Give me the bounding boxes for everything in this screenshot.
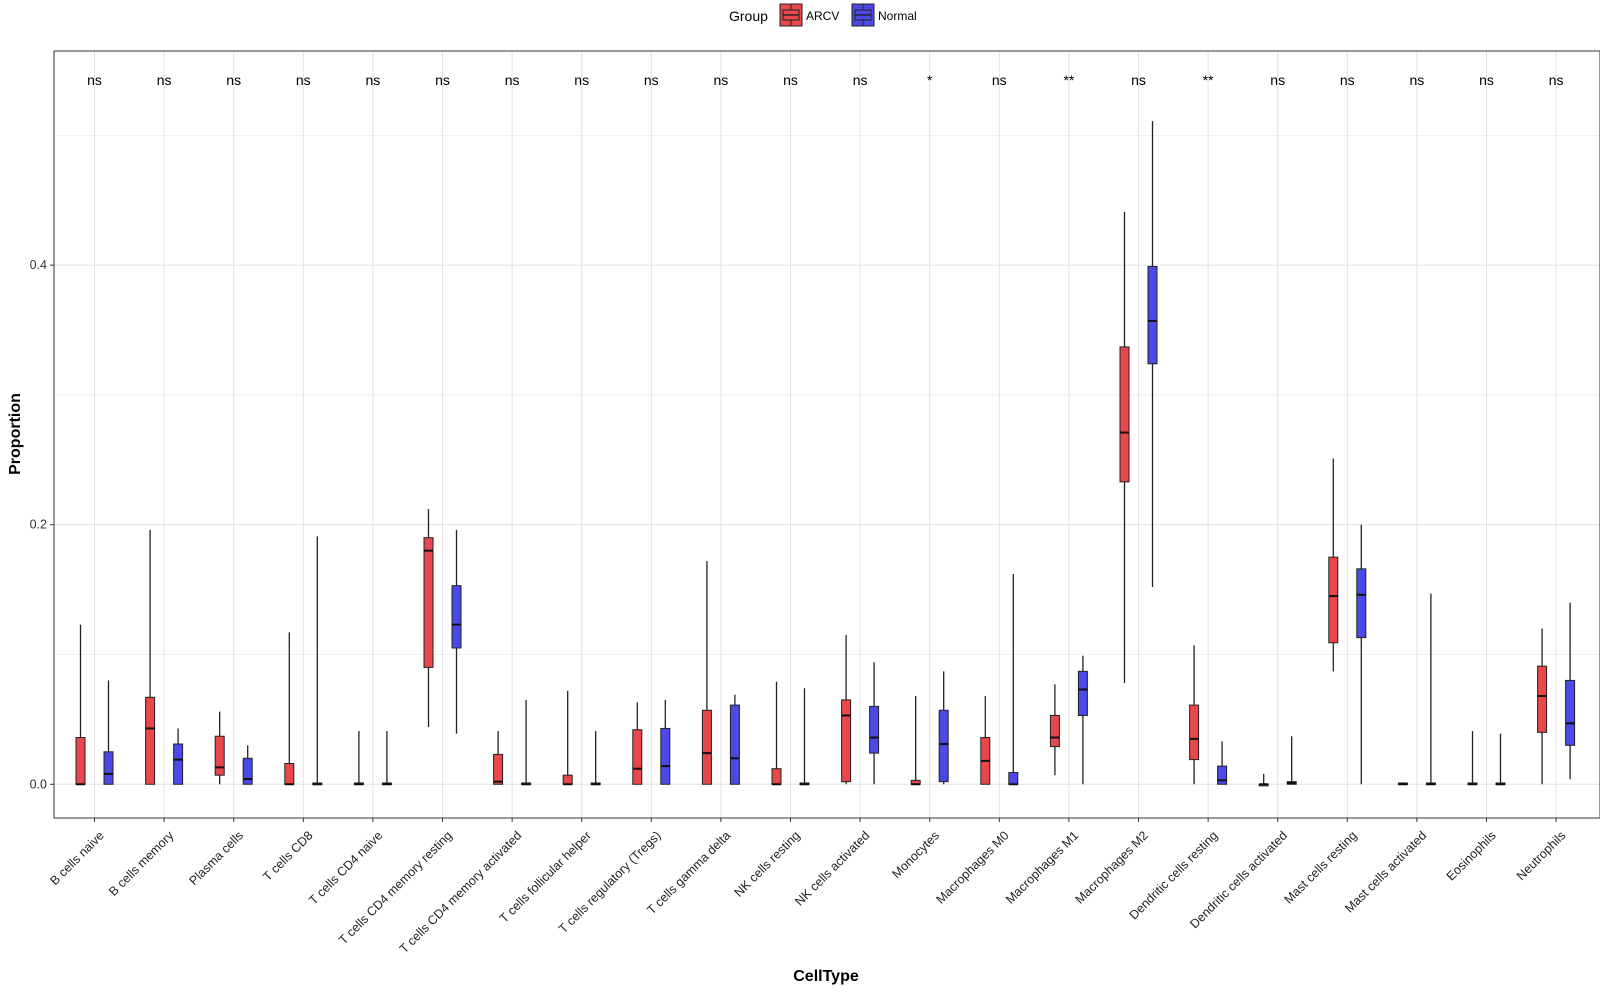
x-tick-label: Plasma cells bbox=[187, 828, 247, 888]
box bbox=[451, 585, 462, 649]
box bbox=[284, 762, 295, 785]
x-tick-label: T cells CD8 bbox=[260, 828, 315, 883]
significance-label: ns bbox=[783, 72, 798, 88]
box bbox=[75, 737, 86, 785]
significance-label: ns bbox=[1131, 72, 1146, 88]
legend-item-arcv: ARCV bbox=[779, 3, 839, 27]
legend-label: Normal bbox=[878, 9, 917, 23]
y-tick-label: 0.0 bbox=[30, 777, 47, 791]
box bbox=[423, 537, 434, 668]
box bbox=[701, 709, 712, 785]
x-tick-label: NK cells resting bbox=[732, 828, 803, 899]
plot-border bbox=[53, 50, 1600, 819]
significance-label: ns bbox=[1479, 72, 1494, 88]
x-tick-label: T cells CD4 memory activated bbox=[397, 828, 525, 956]
x-tick-label: Mast cells resting bbox=[1281, 828, 1359, 906]
gridlines bbox=[54, 51, 1600, 818]
box bbox=[173, 743, 184, 785]
box bbox=[660, 727, 671, 785]
significance-label: ns bbox=[992, 72, 1007, 88]
significance-label: ns bbox=[1340, 72, 1355, 88]
series-normal bbox=[103, 121, 1576, 786]
box bbox=[771, 768, 782, 785]
box bbox=[1077, 670, 1088, 716]
box bbox=[1008, 772, 1019, 785]
box bbox=[1565, 679, 1576, 746]
significance-label: ** bbox=[1203, 72, 1214, 88]
box bbox=[1119, 346, 1130, 483]
x-tick-label: B cells naive bbox=[47, 828, 107, 888]
box bbox=[1328, 556, 1339, 644]
box bbox=[632, 729, 643, 785]
box bbox=[869, 705, 880, 754]
x-tick-label: NK cells activated bbox=[792, 828, 872, 908]
x-tick-label: Macrophages M2 bbox=[1073, 828, 1151, 906]
significance-label: ns bbox=[505, 72, 520, 88]
x-tick-label: Eosinophils bbox=[1444, 828, 1499, 883]
box bbox=[1356, 568, 1367, 639]
box bbox=[242, 757, 253, 785]
box bbox=[1147, 265, 1158, 365]
x-tick-label: Monocytes bbox=[889, 828, 942, 881]
box-series bbox=[75, 121, 1576, 787]
box bbox=[1049, 714, 1060, 748]
significance-label: * bbox=[927, 72, 933, 88]
box bbox=[841, 699, 852, 783]
series-arcv bbox=[75, 211, 1548, 787]
box bbox=[145, 696, 156, 785]
significance-label: ns bbox=[435, 72, 450, 88]
y-tick-label: 0.4 bbox=[30, 258, 47, 272]
box bbox=[729, 704, 740, 785]
box bbox=[562, 774, 573, 785]
legend: Group ARCV Normal bbox=[729, 3, 917, 27]
box bbox=[1537, 665, 1548, 733]
significance-label: ns bbox=[366, 72, 381, 88]
x-tick-label: T cells CD4 memory resting bbox=[336, 828, 455, 947]
x-tick-label: B cells memory bbox=[106, 828, 177, 899]
significance-labels: ns ns ns ns ns ns ns ns ns ns ns ns * ns ** ns ** ns ns ns n… bbox=[87, 72, 1563, 88]
box bbox=[103, 751, 114, 785]
x-axis-title: CellType bbox=[793, 968, 859, 985]
significance-label: ns bbox=[1270, 72, 1285, 88]
significance-label: ns bbox=[87, 72, 102, 88]
box bbox=[493, 753, 504, 785]
legend-item-normal: Normal bbox=[851, 3, 917, 27]
box bbox=[1189, 704, 1200, 761]
significance-label: ns bbox=[157, 72, 172, 88]
x-tick-label: T cells CD4 naive bbox=[306, 828, 385, 907]
significance-label: ns bbox=[296, 72, 311, 88]
significance-label: ns bbox=[644, 72, 659, 88]
x-tick-label: Macrophages M1 bbox=[1003, 828, 1081, 906]
significance-label: ** bbox=[1063, 72, 1074, 88]
significance-label: ns bbox=[853, 72, 868, 88]
significance-label: ns bbox=[1410, 72, 1425, 88]
plot-panel bbox=[54, 51, 1600, 818]
significance-label: ns bbox=[714, 72, 729, 88]
box bbox=[1217, 765, 1228, 785]
box bbox=[938, 709, 949, 783]
significance-label: ns bbox=[574, 72, 589, 88]
significance-label: ns bbox=[1549, 72, 1564, 88]
significance-label: ns bbox=[226, 72, 241, 88]
y-axis-title: Proportion bbox=[7, 393, 24, 475]
y-tick-label: 0.2 bbox=[30, 518, 47, 532]
x-tick-label: Macrophages M0 bbox=[933, 828, 1011, 906]
box bbox=[214, 735, 225, 776]
legend-title: Group bbox=[729, 8, 768, 24]
x-tick-label: Neutrophils bbox=[1514, 828, 1569, 883]
legend-label: ARCV bbox=[806, 9, 839, 23]
